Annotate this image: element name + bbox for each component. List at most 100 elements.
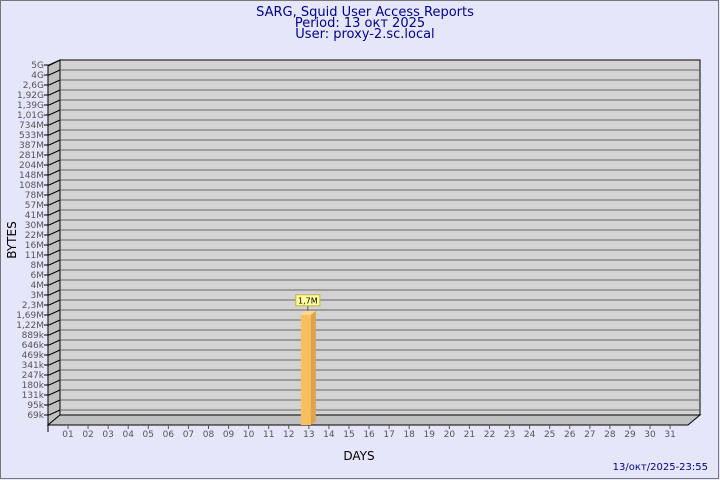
y-tick-diagonal <box>48 69 61 76</box>
x-tick-label: 05 <box>143 430 154 440</box>
y-tick-label: 646k <box>22 341 45 351</box>
y-tick-label: 204M <box>19 161 44 171</box>
y-tick-diagonal <box>48 209 61 216</box>
x-tick-label: 13 <box>303 430 314 440</box>
y-tick-label: 341k <box>22 361 45 371</box>
x-tick-label: 22 <box>484 430 495 440</box>
x-tick-label: 20 <box>444 430 456 440</box>
y-tick-label: 1,69M <box>16 311 44 321</box>
x-tick-label: 06 <box>163 430 175 440</box>
x-tick-label: 27 <box>584 430 595 440</box>
y-tick-label: 2,6G <box>23 81 44 91</box>
y-tick-diagonal <box>48 219 61 226</box>
y-tick-label: 108M <box>19 181 44 191</box>
y-tick-label: 1,01G <box>17 111 44 121</box>
x-tick-label: 26 <box>564 430 576 440</box>
y-tick-label: 281M <box>19 151 44 161</box>
y-tick-diagonal <box>48 259 61 266</box>
x-tick-label: 15 <box>343 430 354 440</box>
x-tick-label: 21 <box>464 430 475 440</box>
y-tick-label: 6M <box>31 271 45 281</box>
y-tick-diagonal <box>48 169 61 176</box>
y-tick-diagonal <box>48 339 61 346</box>
y-tick-label: 95k <box>27 401 44 411</box>
x-tick-label: 28 <box>604 430 616 440</box>
x-tick-label: 19 <box>424 430 436 440</box>
y-tick-label: 22M <box>25 231 44 241</box>
y-tick-diagonal <box>48 389 61 396</box>
y-tick-diagonal <box>48 349 61 356</box>
bar-value-label: 1,7M <box>298 296 318 305</box>
chart-user: User: proxy-2.sc.local <box>295 27 434 42</box>
x-axis-label: DAYS <box>343 449 374 463</box>
y-tick-label: 4G <box>31 71 44 81</box>
y-tick-label: 4M <box>31 281 45 291</box>
y-tick-diagonal <box>48 79 61 86</box>
y-tick-diagonal <box>48 409 61 416</box>
x-tick-label: 02 <box>82 430 93 440</box>
y-tick-diagonal <box>48 89 61 96</box>
y-tick-diagonal <box>48 199 61 206</box>
x-tick-label: 24 <box>524 430 536 440</box>
y-tick-diagonal <box>48 359 61 366</box>
bar-side <box>310 310 316 425</box>
y-tick-label: 8M <box>31 261 45 271</box>
y-tick-label: 16M <box>25 241 44 251</box>
y-tick-diagonal <box>48 269 61 276</box>
x-tick-label: 30 <box>644 430 656 440</box>
bar-top <box>300 310 316 315</box>
y-tick-label: 734M <box>19 121 44 131</box>
timestamp: 13/окт/2025-23:55 <box>613 462 708 473</box>
y-tick-label: 11M <box>25 251 44 261</box>
y-tick-diagonal <box>48 369 61 376</box>
y-tick-diagonal <box>48 109 61 116</box>
x-tick-label: 17 <box>383 430 394 440</box>
y-tick-diagonal <box>48 309 61 316</box>
y-tick-label: 30M <box>25 221 44 231</box>
y-tick-label: 469k <box>22 351 45 361</box>
y-tick-label: 57M <box>25 201 44 211</box>
y-tick-label: 41M <box>25 211 44 221</box>
y-tick-diagonal <box>48 99 61 106</box>
y-tick-diagonal <box>48 289 61 296</box>
y-tick-diagonal <box>48 179 61 186</box>
y-tick-label: 533M <box>19 131 44 141</box>
chart-title: SARG, Squid User Access Reports <box>256 5 474 20</box>
y-tick-label: 1,22M <box>16 321 44 331</box>
y-tick-diagonal <box>48 119 61 126</box>
x-tick-label: 29 <box>624 430 636 440</box>
x-tick-label: 07 <box>183 430 194 440</box>
y-axis-label: BYTES <box>5 221 19 258</box>
x-tick-label: 01 <box>62 430 73 440</box>
bar-label-box <box>295 294 321 307</box>
y-tick-diagonal <box>48 319 61 326</box>
y-tick-label: 148M <box>19 171 44 181</box>
floor <box>46 414 702 426</box>
y-tick-diagonal <box>48 229 61 236</box>
y-tick-label: 247k <box>22 371 45 381</box>
y-tick-diagonal <box>48 139 61 146</box>
x-tick-label: 16 <box>363 430 375 440</box>
x-tick-label: 31 <box>664 430 675 440</box>
y-tick-diagonal <box>48 329 61 336</box>
x-tick-label: 14 <box>323 430 335 440</box>
y-tick-diagonal <box>48 149 61 156</box>
y-tick-label: 1,92G <box>17 91 44 101</box>
y-tick-diagonal <box>48 379 61 386</box>
y-tick-label: 5G <box>31 61 44 71</box>
y-tick-diagonal <box>48 299 61 306</box>
y-tick-diagonal <box>48 159 61 166</box>
y-tick-diagonal <box>48 399 61 406</box>
bar-front <box>300 314 311 425</box>
x-tick-label: 25 <box>544 430 555 440</box>
y-tick-label: 2,3M <box>22 301 44 311</box>
y-tick-diagonal <box>48 239 61 246</box>
y-tick-diagonal <box>48 279 61 286</box>
y-tick-label: 3M <box>31 291 45 301</box>
y-tick-diagonal <box>48 129 61 136</box>
x-tick-label: 09 <box>223 430 235 440</box>
y-tick-diagonal <box>48 59 61 66</box>
x-tick-label: 18 <box>403 430 415 440</box>
y-tick-label: 69k <box>27 411 44 421</box>
